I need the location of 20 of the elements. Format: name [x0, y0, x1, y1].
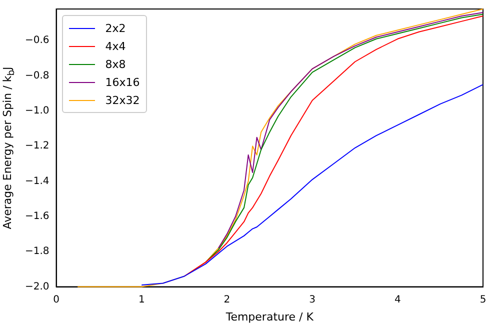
y-tick-label: −1.6 — [24, 211, 50, 222]
x-tick-label: 3 — [309, 294, 316, 306]
x-tick-label: 1 — [138, 294, 145, 306]
legend-label: 2x2 — [105, 22, 126, 34]
x-tick-label: 5 — [480, 294, 486, 306]
legend-label: 8x8 — [105, 58, 126, 70]
y-tick-label: −2.0 — [24, 281, 50, 292]
x-tick-label: 4 — [394, 294, 401, 306]
y-tick-label: −1.2 — [24, 140, 50, 152]
legend-label: 16x16 — [105, 76, 140, 88]
legend-label: 32x32 — [105, 94, 140, 106]
y-tick-label: −0.6 — [24, 35, 50, 46]
legend-label: 4x4 — [105, 40, 126, 52]
x-axis-title: Temperature / K — [224, 310, 314, 324]
y-tick-label: −1.0 — [24, 106, 50, 117]
y-tick-label: −1.8 — [24, 246, 50, 258]
x-tick-label: 2 — [224, 294, 230, 306]
x-tick-label: 0 — [53, 294, 60, 306]
y-tick-label: −0.8 — [24, 70, 50, 82]
y-tick-label: −1.4 — [24, 176, 50, 187]
